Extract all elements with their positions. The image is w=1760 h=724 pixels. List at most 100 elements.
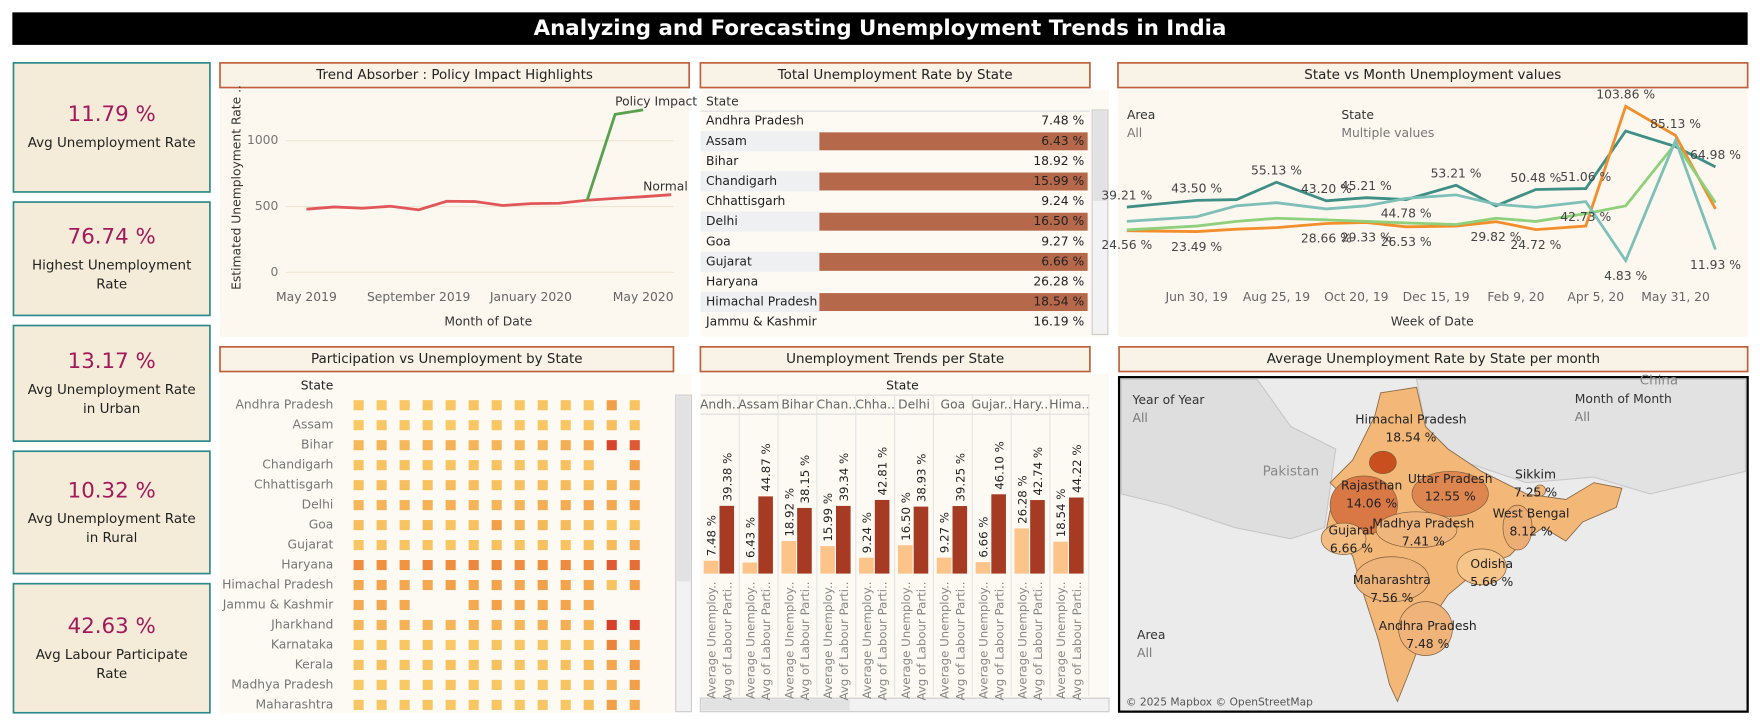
heat-cell	[445, 400, 456, 411]
heat-cell	[514, 400, 525, 411]
heat-cell	[606, 639, 617, 651]
measure-label: Average Unemploy..	[1054, 581, 1068, 699]
heat-cell	[491, 540, 502, 551]
bar	[991, 494, 1006, 574]
heat-cell	[353, 579, 364, 591]
state-value: 18.54 %	[1385, 430, 1436, 444]
heat-cell	[353, 520, 364, 531]
kpi-value: 76.74 %	[67, 223, 156, 249]
heat-cell	[376, 520, 387, 531]
heat-cell	[583, 420, 594, 431]
filter-label: Area	[1137, 628, 1165, 642]
heat-cell	[583, 619, 594, 631]
y-tick-label: 500	[255, 199, 279, 213]
state-value: 9.24 %	[1041, 194, 1084, 208]
state-name: Bihar	[706, 154, 739, 168]
heat-cell	[491, 400, 502, 411]
measure-label: Average Unemploy..	[938, 581, 952, 699]
heat-cell	[491, 500, 502, 511]
bar	[874, 499, 890, 574]
series-label: Normal	[643, 179, 688, 193]
panel-title: Trend Absorber : Policy Impact Highlight…	[315, 68, 593, 83]
panel-title: Average Unemployment Rate by State per m…	[1267, 352, 1600, 367]
kpi-content: 76.74 % Highest Unemployment Rate	[13, 202, 209, 315]
heat-cell	[399, 540, 410, 551]
heat-cell	[629, 460, 640, 471]
state-value: 15.99 %	[1033, 174, 1084, 188]
scroll-thumb[interactable]	[1093, 111, 1107, 201]
heat-cell	[560, 460, 571, 471]
heat-cell	[422, 579, 433, 591]
column-header: State	[301, 379, 334, 393]
state-value: 8.12 %	[1509, 525, 1552, 539]
heat-cell	[514, 599, 525, 611]
heat-cell	[606, 480, 617, 491]
state-label: Madhya Pradesh	[1372, 517, 1474, 531]
heat-cell	[583, 560, 594, 571]
bar	[820, 546, 835, 574]
heat-cell	[606, 579, 617, 591]
heat-cell	[422, 500, 433, 511]
heat-cell	[583, 400, 594, 411]
kpi-label: Avg Labour Participate Rate	[35, 645, 188, 681]
heat-cell	[422, 460, 433, 471]
data-label: 44.22 %	[1070, 444, 1084, 493]
heat-cell	[514, 520, 525, 531]
heat-cell	[376, 699, 387, 710]
heat-cell	[514, 579, 525, 591]
data-label: 18.54 %	[1054, 489, 1068, 538]
heat-cell	[353, 420, 364, 431]
row-highlight	[819, 252, 1088, 271]
heat-cell	[353, 460, 364, 471]
state-value: 9.27 %	[1041, 234, 1084, 248]
state-label: Maharashtra	[1353, 573, 1431, 587]
panel	[1117, 89, 1748, 337]
filter-value: All	[1133, 411, 1148, 425]
data-label: 11.93 %	[1690, 258, 1741, 272]
kpi-content: 10.32 % Avg Unemployment Rate in Rural	[28, 478, 196, 545]
heat-cell	[606, 699, 617, 710]
place-label: China	[1640, 374, 1678, 389]
kpi-card	[12, 582, 211, 714]
panel-title: Total Unemployment Rate by State	[777, 68, 1013, 83]
heat-cell	[560, 599, 571, 611]
state-value: 7.41 %	[1402, 535, 1445, 549]
state-value: 5.66 %	[1470, 575, 1513, 589]
heat-cell	[399, 579, 410, 591]
heat-cell	[606, 520, 617, 531]
data-label: 9.24 %	[860, 512, 874, 553]
state-name: Goa	[706, 234, 731, 248]
x-tick-label: Jun 30, 19	[1164, 290, 1227, 304]
heat-cell	[629, 480, 640, 491]
heat-cell	[422, 560, 433, 571]
heat-cell	[606, 400, 617, 411]
data-label: 39.25 %	[953, 453, 967, 502]
panel-header	[1118, 346, 1749, 373]
column-header: State	[886, 379, 919, 393]
scroll-thumb[interactable]	[676, 396, 691, 582]
heat-cell	[445, 579, 456, 591]
heat-cell	[514, 699, 525, 710]
heat-cell	[376, 560, 387, 571]
heat-cell	[353, 659, 364, 670]
heat-cell	[629, 440, 640, 451]
heat-cell	[537, 699, 548, 710]
row-label: Goa	[309, 518, 334, 532]
kpi: 76.74 % Highest Unemployment Rate	[13, 202, 209, 315]
heat-cell	[353, 500, 364, 511]
heat-cell	[514, 679, 525, 690]
heat-cell	[445, 420, 456, 431]
scroll-thumb[interactable]	[701, 699, 850, 711]
heat-cell	[422, 420, 433, 431]
state-value: 12.55 %	[1425, 490, 1476, 504]
row-band	[700, 251, 820, 272]
kpi: 11.79 % Avg Unemployment Rate	[13, 63, 209, 192]
heat-cell	[629, 639, 640, 651]
state-value: 6.66 %	[1330, 541, 1373, 555]
column-header: State	[706, 95, 739, 109]
data-label: 64.98 %	[1690, 148, 1741, 162]
bar	[913, 506, 929, 574]
kpi-value: 13.17 %	[67, 348, 156, 374]
state-region	[1502, 504, 1533, 551]
x-tick-label: Feb 9, 20	[1487, 290, 1544, 304]
